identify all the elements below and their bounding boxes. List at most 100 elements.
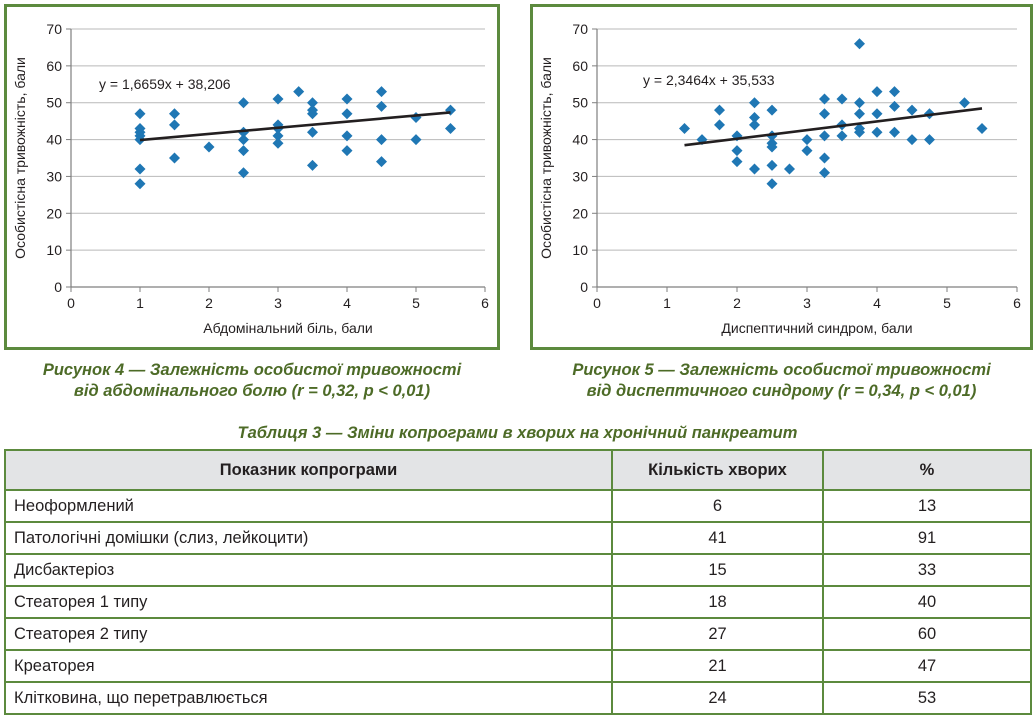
- x-tick-label: 3: [803, 295, 811, 311]
- row-indicator: Креаторея: [4, 649, 613, 683]
- x-tick-label: 6: [481, 295, 489, 311]
- data-point: [714, 104, 725, 116]
- data-point: [410, 134, 422, 146]
- data-point: [801, 145, 813, 157]
- figure-5-caption: Рисунок 5 — Залежність особистої тривожн…: [530, 360, 1033, 402]
- data-point: [766, 141, 778, 153]
- x-axis-label: Диспептичний синдром, бали: [721, 320, 912, 336]
- figure-4-chart: 0 10 20 30 40 50 60 70 0 1 2 3 4 5 6 Абдомінальний біль…: [4, 4, 500, 350]
- data-point: [889, 126, 900, 138]
- data-point: [924, 134, 935, 146]
- data-point: [854, 126, 865, 138]
- data-point: [307, 159, 318, 171]
- y-tick-label: 10: [572, 242, 588, 258]
- row-patient-count: 21: [611, 649, 824, 683]
- data-point: [410, 111, 422, 123]
- data-point: [376, 100, 387, 112]
- y-tick-label: 10: [46, 242, 62, 258]
- row-percent: 13: [822, 489, 1032, 523]
- data-point: [766, 178, 778, 190]
- x-tick-label: 2: [205, 295, 213, 311]
- data-point: [766, 104, 778, 116]
- row-patient-count: 15: [611, 553, 824, 587]
- row-indicator: Патологічні домішки (слиз, лейкоцити): [4, 521, 613, 555]
- data-point: [134, 163, 146, 175]
- data-point: [749, 111, 760, 123]
- coprogram-table: Показник копрограми Кількість хворих % Н…: [4, 449, 1032, 715]
- data-point: [819, 167, 830, 179]
- header-percent: %: [822, 449, 1032, 491]
- y-tick-label: 0: [580, 279, 588, 295]
- y-tick-label: 50: [46, 95, 62, 111]
- figure-4-caption-line2: від абдомінального болю (r = 0,32, p < 0…: [73, 382, 431, 400]
- data-point: [871, 126, 883, 138]
- data-point: [801, 134, 813, 146]
- row-patient-count: 18: [611, 585, 824, 619]
- table-row: Стеаторея 2 типу 27 60: [4, 617, 1032, 651]
- y-tick-label: 30: [572, 168, 588, 184]
- data-point: [293, 86, 305, 98]
- data-point: [906, 134, 918, 146]
- data-point: [836, 93, 848, 105]
- data-point: [854, 108, 865, 120]
- scatter-plot-abdominal-pain: 0 10 20 30 40 50 60 70 0 1 2 3 4 5 6 Абдомінальний біль…: [12, 21, 489, 336]
- row-percent: 53: [822, 681, 1032, 715]
- table-header-row: Показник копрограми Кількість хворих %: [4, 449, 1032, 491]
- x-tick-label: 6: [1013, 295, 1021, 311]
- data-point: [272, 137, 284, 149]
- trendline: [684, 107, 983, 147]
- data-point: [819, 152, 830, 164]
- row-indicator: Дисбактеріоз: [4, 553, 613, 587]
- row-indicator: Клітковина, що перетравлюється: [4, 681, 613, 715]
- row-percent: 60: [822, 617, 1032, 651]
- data-point: [731, 145, 743, 157]
- x-tick-label: 0: [593, 295, 601, 311]
- data-point: [784, 163, 795, 175]
- data-point: [341, 93, 353, 105]
- data-point: [749, 97, 760, 109]
- figure-5-caption-line2: від диспептичного синдрому (r = 0,34, p …: [586, 382, 977, 400]
- row-percent: 91: [822, 521, 1032, 555]
- row-percent: 33: [822, 553, 1032, 587]
- data-point: [731, 156, 743, 168]
- row-patient-count: 6: [611, 489, 824, 523]
- data-point: [871, 108, 883, 120]
- table-row: Стеаторея 1 типу 18 40: [4, 585, 1032, 619]
- row-patient-count: 41: [611, 521, 824, 555]
- data-point: [169, 119, 180, 131]
- x-axis-label: Абдомінальний біль, бали: [203, 320, 373, 336]
- x-tick-label: 5: [412, 295, 420, 311]
- data-point: [819, 130, 830, 142]
- data-point: [889, 100, 900, 112]
- x-tick-label: 4: [343, 295, 351, 311]
- data-point: [976, 123, 988, 135]
- row-indicator: Стеаторея 2 типу: [4, 617, 613, 651]
- data-point: [906, 104, 918, 116]
- y-tick-label: 0: [54, 279, 62, 295]
- row-indicator: Стеаторея 1 типу: [4, 585, 613, 619]
- figure-5-caption-line1: Рисунок 5 — Залежність особистої тривожн…: [572, 361, 991, 379]
- data-point: [169, 152, 180, 164]
- y-tick-label: 60: [572, 58, 588, 74]
- data-point: [871, 86, 883, 98]
- data-point: [272, 93, 284, 105]
- y-tick-label: 20: [46, 205, 62, 221]
- y-tick-label: 60: [46, 58, 62, 74]
- y-tick-label: 40: [572, 132, 588, 148]
- data-point: [169, 108, 180, 120]
- data-point: [819, 93, 830, 105]
- data-point: [307, 126, 318, 138]
- row-percent: 47: [822, 649, 1032, 683]
- data-point: [836, 130, 848, 142]
- data-point: [959, 97, 970, 109]
- figure-5-chart: 0 10 20 30 40 50 60 70 0 1 2 3 4 5 6 Диспептичний синдр…: [530, 4, 1033, 350]
- table-row: Патологічні домішки (слиз, лейкоцити) 41…: [4, 521, 1032, 555]
- scatter-plot-dyspeptic-syndrome: 0 10 20 30 40 50 60 70 0 1 2 3 4 5 6 Диспептичний синдр…: [538, 21, 1021, 336]
- table-row: Креаторея 21 47: [4, 649, 1032, 683]
- data-point: [134, 178, 146, 190]
- data-point: [749, 119, 760, 131]
- data-point: [854, 97, 865, 109]
- data-point: [272, 130, 284, 142]
- x-tick-label: 1: [136, 295, 144, 311]
- x-tick-label: 2: [733, 295, 741, 311]
